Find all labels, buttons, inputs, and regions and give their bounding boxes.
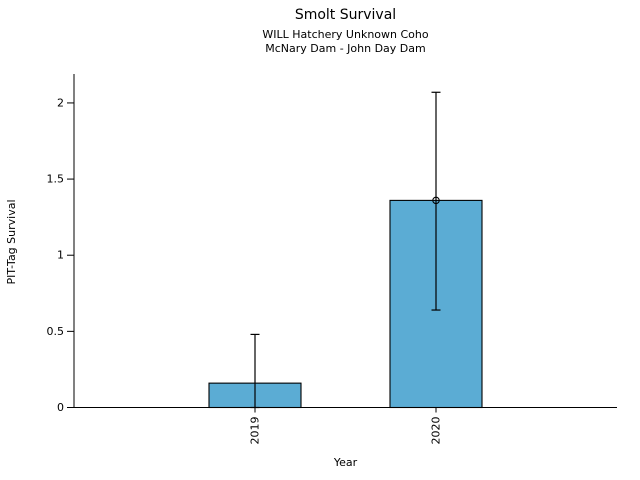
y-tick-label: 2 [57,96,64,109]
chart-subtitle-line2: McNary Dam - John Day Dam [265,42,426,55]
x-tick-label: 2019 [249,417,262,445]
y-tick-label: 0 [57,401,64,414]
chart-subtitle-line1: WILL Hatchery Unknown Coho [262,28,429,41]
y-axis-label: PIT-Tag Survival [5,199,18,284]
chart-title: Smolt Survival [294,7,397,23]
point-marker-2020 [432,196,440,205]
x-axis-label: Year [333,456,358,469]
x-tick-label: 2020 [430,417,443,445]
y-tick-label: 1 [57,249,64,262]
y-tick-label: 0.5 [47,325,65,338]
y-tick-label: 1.5 [47,173,65,186]
